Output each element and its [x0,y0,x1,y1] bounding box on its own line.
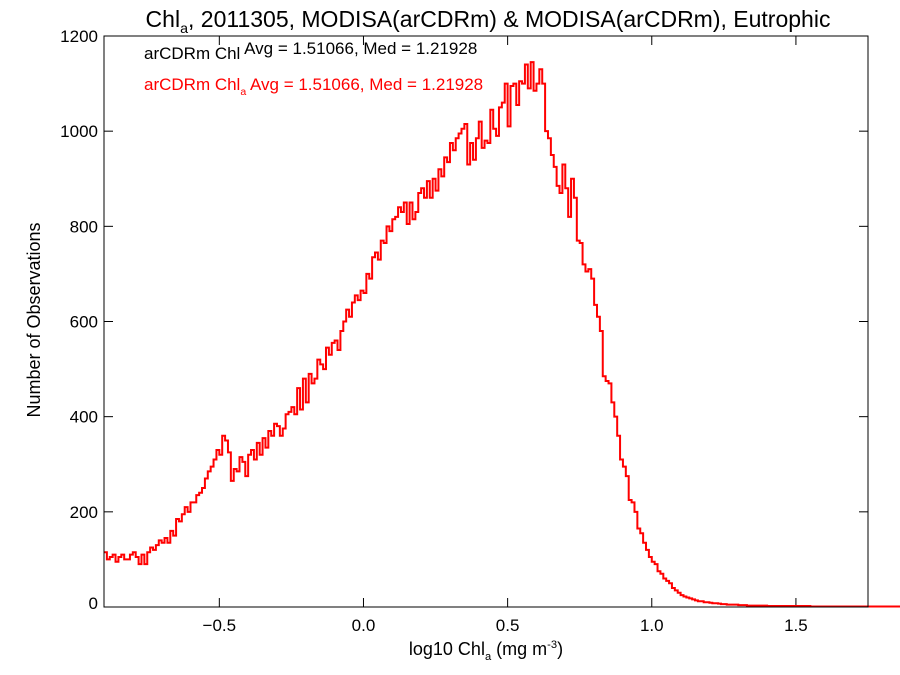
legend-black-stats: Avg = 1.51066, Med = 1.21928 [240,39,477,58]
x-tick-label: −0.5 [203,616,237,635]
x-tick-label: 0.5 [496,616,520,635]
legend-entry-red: arCDRm Chla Avg = 1.51066, Med = 1.21928 [144,75,483,98]
legend-red-sub: a [240,86,246,98]
x-label-main: log10 Chl [409,639,485,659]
legend-red-label: arCDRm Chl [144,75,240,94]
y-tick-label: 800 [70,217,98,236]
x-label-units: (mg m [491,639,547,659]
x-tick-label: 1.0 [640,616,664,635]
legend-entry-black: arCDRm Chl Avg = 1.51066, Med = 1.21928 [144,39,477,63]
y-tick-label: 400 [70,408,98,427]
y-tick-label: 1200 [60,27,98,46]
x-tick-label: 1.5 [784,616,808,635]
chart-title: Chla, 2011305, MODISA(arCDRm) & MODISA(a… [146,6,831,37]
x-axis-label: log10 Chla (mg m-3) [409,639,563,663]
legend-red-stats: Avg = 1.51066, Med = 1.21928 [246,75,483,94]
legend-black-label: arCDRm Chl [144,44,240,63]
chart-title-rest: , 2011305, MODISA(arCDRm) & MODISA(arCDR… [188,6,830,32]
chart-title-main: Chl [146,6,181,32]
histogram-series [104,61,900,608]
y-axis-label: Number of Observations [24,222,44,417]
y-axis: 0 200 400 600 800 1000 1200 [60,27,868,613]
plot-frame [103,35,869,608]
x-label-sup: -3 [547,639,557,651]
y-tick-label: 200 [70,503,98,522]
x-label-sub: a [485,651,492,663]
chart-title-subscript: a [180,21,188,37]
x-tick-label: 0.0 [352,616,376,635]
y-tick-label: 0 [89,594,98,613]
x-axis: −0.5 0.0 0.5 1.0 1.5 [203,36,808,635]
y-tick-label: 600 [70,313,98,332]
y-tick-label: 1000 [60,122,98,141]
x-label-end: ) [557,639,563,659]
